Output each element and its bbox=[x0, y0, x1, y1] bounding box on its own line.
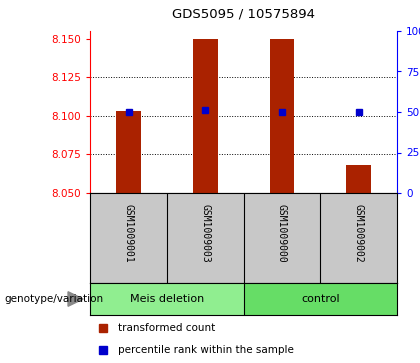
Text: transformed count: transformed count bbox=[118, 323, 215, 334]
Text: control: control bbox=[301, 294, 339, 304]
Text: genotype/variation: genotype/variation bbox=[4, 294, 103, 304]
Text: GSM1009001: GSM1009001 bbox=[123, 204, 134, 262]
Polygon shape bbox=[68, 292, 83, 306]
Text: percentile rank within the sample: percentile rank within the sample bbox=[118, 344, 294, 355]
Text: Meis deletion: Meis deletion bbox=[130, 294, 204, 304]
Text: GSM1009002: GSM1009002 bbox=[354, 204, 364, 262]
Text: GDS5095 / 10575894: GDS5095 / 10575894 bbox=[172, 7, 315, 20]
Bar bbox=[90, 283, 244, 315]
Bar bbox=[116, 111, 141, 193]
Text: GSM1009000: GSM1009000 bbox=[277, 204, 287, 262]
Bar bbox=[244, 283, 397, 315]
Bar bbox=[346, 165, 371, 193]
Bar bbox=[193, 39, 218, 193]
Text: GSM1009003: GSM1009003 bbox=[200, 204, 210, 262]
Bar bbox=[270, 39, 294, 193]
